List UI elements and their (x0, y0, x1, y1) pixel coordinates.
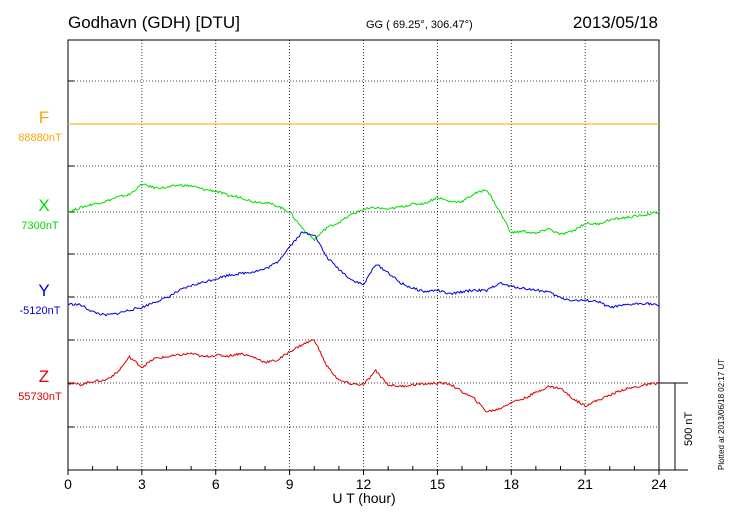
x-tick-label: 3 (138, 476, 146, 492)
station-title: Godhavn (GDH) [DTU] (68, 13, 240, 32)
x-tick-label: 0 (64, 476, 72, 492)
scale-bar-label: 500 nT (683, 411, 695, 446)
x-tick-label: 6 (212, 476, 220, 492)
plotted-at-note: Plotted at 2013/06/18 02:17 UT (717, 359, 726, 470)
series-name-x: X (38, 196, 49, 215)
x-tick-label: 24 (651, 476, 667, 492)
series-baseline-z: 55730nT (18, 391, 62, 403)
station-coordinates: GG ( 69.25°, 306.47°) (366, 19, 473, 31)
series-baseline-x: 7300nT (21, 220, 59, 232)
chart-date: 2013/05/18 (573, 13, 658, 32)
series-baseline-f: 88880nT (18, 132, 62, 144)
series-name-z: Z (39, 367, 49, 386)
axis-ticks: 0 3 6 9 12 15 18 21 24 (64, 80, 667, 492)
x-tick-label: 21 (577, 476, 593, 492)
x-tick-label: 9 (286, 476, 294, 492)
x-tick-label: 12 (356, 476, 372, 492)
x-axis-label: U T (hour) (332, 490, 395, 506)
series-line-x (67, 183, 660, 242)
grid-lines (68, 40, 659, 470)
series-labels: F 88880nT X 7300nT Y -5120nT Z 55730nT (18, 108, 62, 403)
series-lines (67, 123, 660, 413)
series-line-z (67, 339, 660, 413)
series-name-y: Y (38, 281, 49, 300)
x-tick-label: 18 (503, 476, 519, 492)
x-tick-label: 15 (430, 476, 446, 492)
scale-bar: 500 nT (659, 382, 695, 471)
series-line-y (67, 231, 659, 317)
plot-frame (67, 39, 660, 471)
series-name-f: F (39, 108, 49, 127)
series-baseline-y: -5120nT (20, 305, 61, 317)
